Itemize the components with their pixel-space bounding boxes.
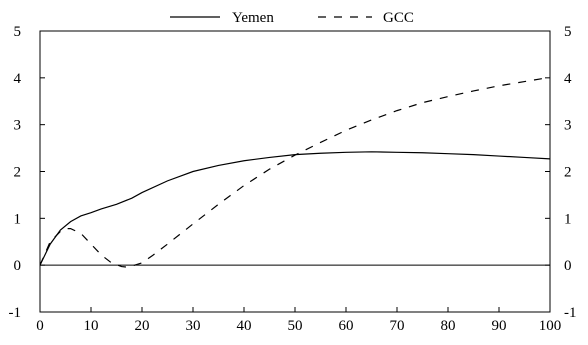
legend-label-gcc: GCC [383, 10, 414, 26]
x-tick-label-10: 10 [84, 318, 99, 334]
y-tick-label-left-4: 4 [14, 71, 22, 87]
y-tick-label-right-2: 2 [564, 165, 572, 181]
x-tick-label-20: 20 [135, 318, 150, 334]
y-tick-label-left-0: 0 [14, 258, 22, 274]
legend-label-yemen: Yemen [232, 10, 274, 26]
y-tick-label-left-1: 1 [14, 211, 22, 227]
y-tick-label-right-1: 1 [564, 211, 572, 227]
axis-tick-labels: 0 10 20 30 40 50 60 70 80 90 100-1 -10 01 12 23 34 45 5 [9, 24, 577, 334]
legend: Yemen GCC [170, 10, 414, 26]
x-tick-label-90: 90 [492, 318, 507, 334]
axis-ticks [39, 30, 551, 313]
series-line-yemen [39, 151, 551, 266]
x-tick-label-30: 30 [186, 318, 201, 334]
series-lines [39, 76, 551, 268]
y-tick-label-right-0: 0 [564, 258, 572, 274]
x-tick-label-0: 0 [36, 318, 44, 334]
x-tick-label-60: 60 [339, 318, 354, 334]
x-tick-label-70: 70 [390, 318, 405, 334]
series-line-gcc [39, 76, 551, 268]
y-tick-label-right-3: 3 [564, 118, 572, 134]
y-tick-label-left-3: 3 [14, 118, 22, 134]
x-tick-label-100: 100 [539, 318, 562, 334]
x-tick-label-40: 40 [237, 318, 252, 334]
plot-area-frame [39, 30, 551, 313]
y-tick-label-right-4: 4 [564, 71, 572, 87]
y-tick-label-left-2: 2 [14, 165, 22, 181]
y-tick-label-right--1: -1 [564, 305, 577, 321]
y-tick-label-right-5: 5 [564, 24, 572, 40]
x-tick-label-50: 50 [288, 318, 303, 334]
y-tick-label-left-5: 5 [14, 24, 22, 40]
x-tick-label-80: 80 [441, 318, 456, 334]
y-tick-label-left--1: -1 [9, 305, 22, 321]
